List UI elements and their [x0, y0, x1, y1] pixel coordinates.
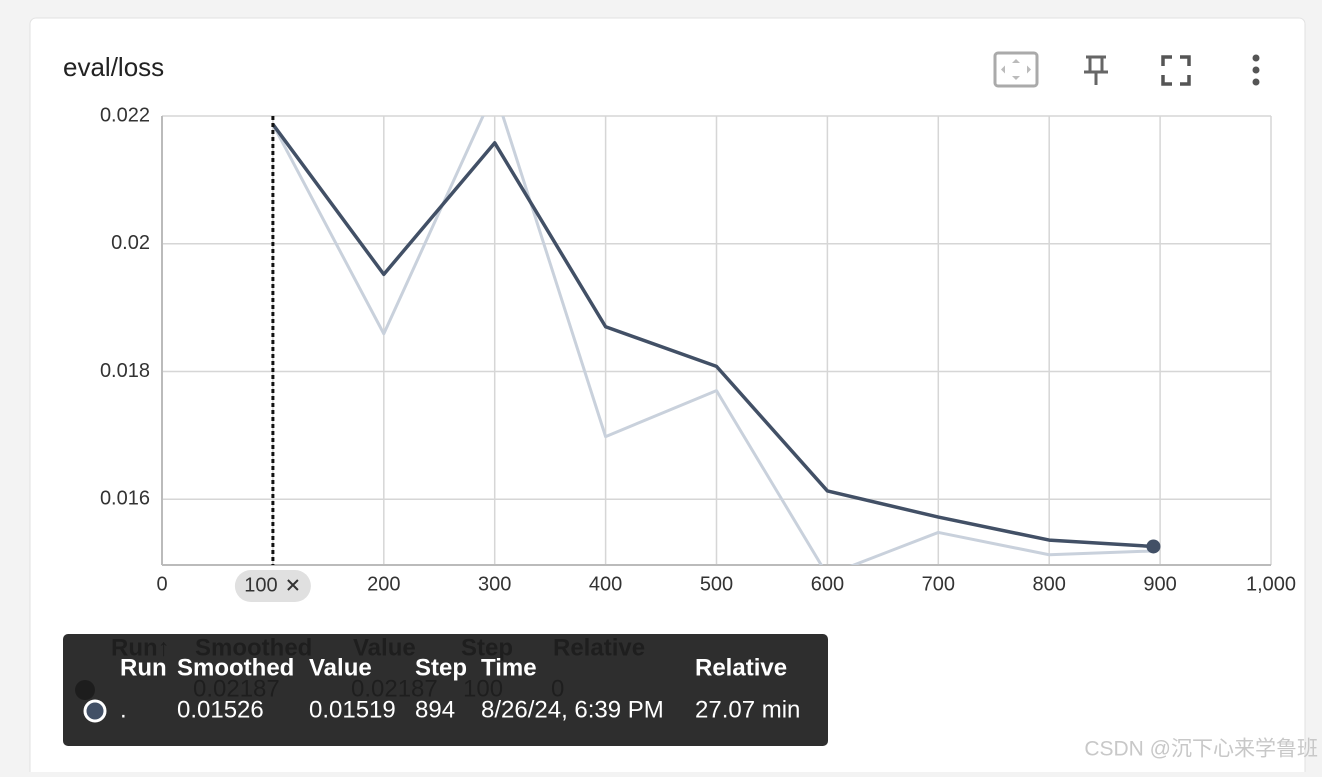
- fit-domain-button[interactable]: [993, 51, 1039, 88]
- x-tick-label: 500: [700, 573, 733, 595]
- tooltip-header: Relative: [695, 654, 787, 681]
- tooltip-header: Time: [481, 654, 537, 681]
- x-tick-label: 200: [367, 573, 400, 595]
- y-tick-label: 0.016: [100, 487, 150, 509]
- tooltip-header: Run: [120, 654, 167, 681]
- tooltip-cell: 27.07 min: [695, 696, 800, 723]
- tooltip-bg: [63, 634, 828, 746]
- y-tick-label: 0.022: [100, 104, 150, 126]
- tables: Run↑SmoothedValueStepRelative0.021870.02…: [63, 634, 828, 746]
- fullscreen-button[interactable]: [1161, 55, 1191, 86]
- tooltip-cell: .: [120, 696, 127, 723]
- x-tick-label: 300: [478, 573, 511, 595]
- chip-bg: [234, 570, 311, 602]
- y-tick-label: 0.02: [111, 232, 150, 254]
- tooltip-run-dot: [83, 699, 107, 723]
- tooltip-cell: 0.01526: [177, 696, 264, 723]
- x-tick-label: 900: [1143, 573, 1176, 595]
- more-menu-button[interactable]: [1252, 54, 1260, 86]
- tooltip-cell: 8/26/24, 6:39 PM: [481, 696, 664, 723]
- tooltip-header: Smoothed: [177, 654, 294, 681]
- tooltip-cell: 894: [415, 696, 455, 723]
- card-title: eval/loss: [63, 52, 164, 82]
- x-tick-label: 700: [922, 573, 955, 595]
- x-tick-label: 0: [156, 573, 167, 595]
- selected-step-chip[interactable]: 100: [234, 570, 311, 602]
- tooltip-header: Step: [415, 654, 467, 681]
- chip-close[interactable]: [287, 579, 299, 591]
- x-tick-label: 600: [811, 573, 844, 595]
- chip-label: 100: [244, 574, 277, 596]
- pin-button[interactable]: [1084, 55, 1108, 85]
- tooltip-cell: 0.01519: [309, 696, 396, 723]
- series-line: [271, 123, 1154, 549]
- y-tick-label: 0.018: [100, 360, 150, 382]
- hover-point: [1146, 539, 1161, 554]
- series-line: [271, 116, 1154, 565]
- watermark: CSDN @沉下心来学鲁班: [1084, 738, 1318, 761]
- x-tick-label: 400: [589, 573, 622, 595]
- tooltip-header: Value: [309, 654, 372, 681]
- x-tick-label: 1,000: [1246, 573, 1296, 595]
- x-tick-label: 800: [1033, 573, 1066, 595]
- card-bg: [29, 17, 1306, 777]
- chart: 0.016 0.018 0.02 0.022 0 200 300 400 500 600 700 80…: [100, 104, 1296, 602]
